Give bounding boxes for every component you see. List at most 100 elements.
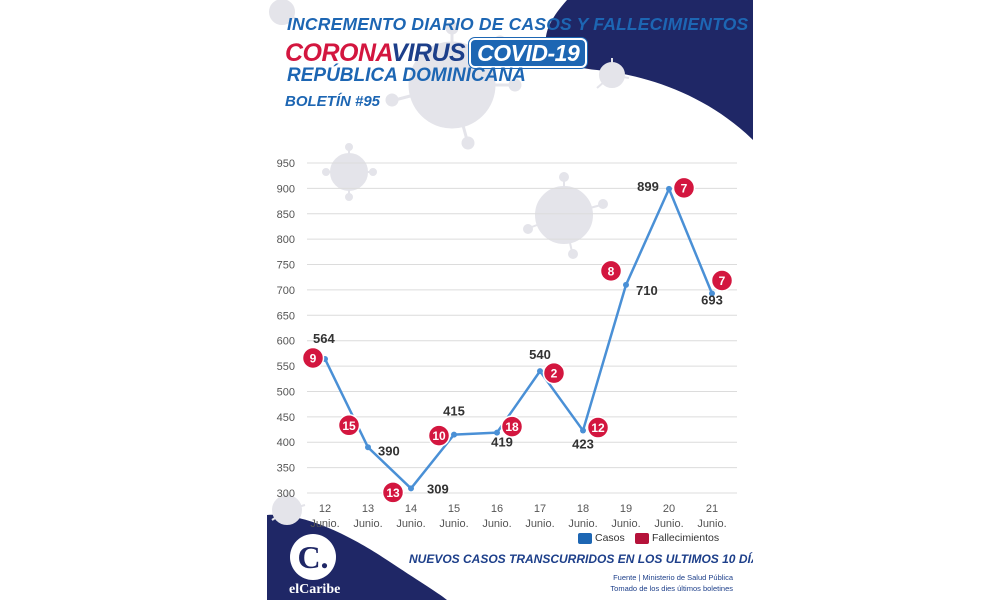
y-tick-label: 950: [277, 158, 295, 170]
legend-label-fallecimientos: Fallecimientos: [652, 532, 720, 544]
fallecimientos-data-label: 2: [551, 367, 558, 381]
x-tick-month: Junio.: [482, 518, 511, 530]
x-tick-month: Junio.: [525, 518, 554, 530]
x-tick-label: 20: [663, 503, 675, 515]
casos-point: [623, 281, 629, 288]
legend-label-casos: Casos: [595, 532, 625, 544]
fallecimientos-badge: [599, 259, 623, 283]
virus-decoration-icon: [271, 490, 306, 525]
x-tick-month: Junio.: [353, 518, 382, 530]
casos-point: [709, 290, 715, 297]
casos-data-label: 540: [529, 347, 551, 362]
y-tick-label: 450: [277, 412, 295, 424]
fallecimientos-data-label: 13: [386, 486, 400, 500]
casos-data-label: 564: [313, 331, 335, 346]
virus-decoration-icon: [269, 0, 300, 25]
x-tick-month: Junio.: [396, 518, 425, 530]
y-tick-label: 750: [277, 260, 295, 272]
brand-title: CORONAVIRUS COVID-19: [285, 38, 588, 68]
casos-data-label: 390: [378, 443, 400, 458]
fallecimientos-data-label: 7: [719, 274, 726, 288]
fallecimientos-data-label: 9: [310, 351, 317, 365]
fallecimientos-badge: [710, 269, 734, 292]
legend-swatch-fallecimientos: [635, 532, 649, 544]
bulletin-number: BOLETÍN #95: [285, 93, 381, 110]
x-tick-label: 21: [706, 503, 718, 515]
legend-swatch-casos: [578, 532, 592, 544]
casos-point: [537, 368, 543, 375]
x-tick-month: Junio.: [611, 518, 640, 530]
fallecimientos-data-label: 12: [591, 421, 605, 435]
virus-decoration-icon: [322, 143, 377, 201]
y-tick-label: 500: [277, 386, 295, 398]
y-tick-label: 850: [277, 209, 295, 221]
bulletins-note: Tomado de los dies últimos boletines: [610, 584, 733, 593]
x-tick-month: Junio.: [310, 518, 339, 530]
casos-data-label: 710: [636, 283, 658, 298]
casos-data-label: 423: [572, 437, 594, 452]
casos-data-label: 415: [443, 404, 465, 419]
elcaribe-wordmark: elCaribe: [289, 582, 341, 597]
fallecimientos-badge: [500, 415, 524, 438]
y-tick-label: 650: [277, 310, 295, 322]
source-note: Fuente | Ministerio de Salud Pública: [613, 573, 733, 582]
brand-part-corona: CORONA: [285, 39, 392, 67]
fallecimientos-badge: [337, 414, 361, 437]
fallecimientos-data-label: 18: [505, 420, 519, 434]
logo-letter: C.: [297, 539, 328, 575]
fallecimientos-data-label: 15: [342, 419, 356, 433]
y-tick-label: 600: [277, 336, 295, 348]
x-tick-month: Junio.: [697, 518, 726, 530]
casos-point: [494, 429, 500, 436]
y-tick-label: 400: [277, 437, 295, 449]
x-tick-label: 17: [534, 503, 546, 515]
fallecimientos-badge: [672, 176, 696, 200]
casos-data-label: 309: [427, 481, 449, 496]
fallecimientos-data-label: 8: [608, 264, 615, 278]
casos-point: [666, 185, 672, 192]
casos-point: [365, 444, 371, 451]
y-tick-label: 700: [277, 285, 295, 297]
casos-line: [323, 187, 714, 490]
infographic-poster: 300 350 400 450 500 550 600 650 700 750 800 850 900 9…: [267, 0, 753, 600]
casos-point: [451, 431, 457, 438]
chart-canvas: 300 350 400 450 500 550 600 650 700 750 800 850 900 9…: [267, 0, 753, 600]
x-tick-month: Junio.: [654, 518, 683, 530]
fallecimientos-data-label: 7: [681, 181, 688, 195]
x-tick-label: 18: [577, 503, 589, 515]
virus-decoration-icon: [523, 172, 608, 259]
x-tick-label: 16: [491, 503, 503, 515]
chart-title: INCREMENTO DIARIO DE CASOS Y FALLECIMIEN…: [287, 14, 749, 34]
fallecimientos-badge: [427, 424, 451, 447]
virus-decoration-icon: [596, 58, 630, 89]
navy-corner-top-right: [545, 0, 753, 140]
y-tick-label: 550: [277, 361, 295, 373]
legend-item-fallecimientos: Fallecimientos: [635, 532, 719, 544]
x-tick-label: 14: [405, 503, 417, 515]
casos-data-label: 693: [701, 292, 723, 307]
elcaribe-logo: C.: [289, 533, 337, 581]
x-tick-month: Junio.: [568, 518, 597, 530]
brand-part-virus: VIRUS: [391, 39, 466, 67]
x-tick-label: 15: [448, 503, 460, 515]
x-tick-label: 12: [319, 503, 331, 515]
x-tick-label: 13: [362, 503, 374, 515]
legend-item-casos: Casos: [578, 532, 625, 544]
y-tick-label: 350: [277, 463, 295, 475]
y-tick-label: 300: [277, 488, 295, 500]
covid-badge: COVID-19: [469, 38, 588, 68]
y-tick-label: 900: [277, 183, 295, 195]
country-title: REPÚBLICA DOMINICANA: [287, 65, 526, 86]
chart-subtitle: NUEVOS CASOS TRANSCURRIDOS EN LOS ULTIMO…: [409, 552, 753, 566]
casos-data-label: 899: [637, 179, 659, 194]
x-tick-label: 19: [620, 503, 632, 515]
fallecimientos-badge: [381, 481, 405, 504]
fallecimientos-badge: [542, 361, 566, 385]
casos-point: [408, 485, 414, 492]
casos-data-label: 419: [491, 435, 513, 450]
casos-point: [580, 427, 586, 434]
fallecimientos-badge: [586, 416, 610, 439]
fallecimientos-data-label: 10: [432, 429, 446, 443]
y-tick-label: 800: [277, 234, 295, 246]
x-tick-month: Junio.: [439, 518, 468, 530]
